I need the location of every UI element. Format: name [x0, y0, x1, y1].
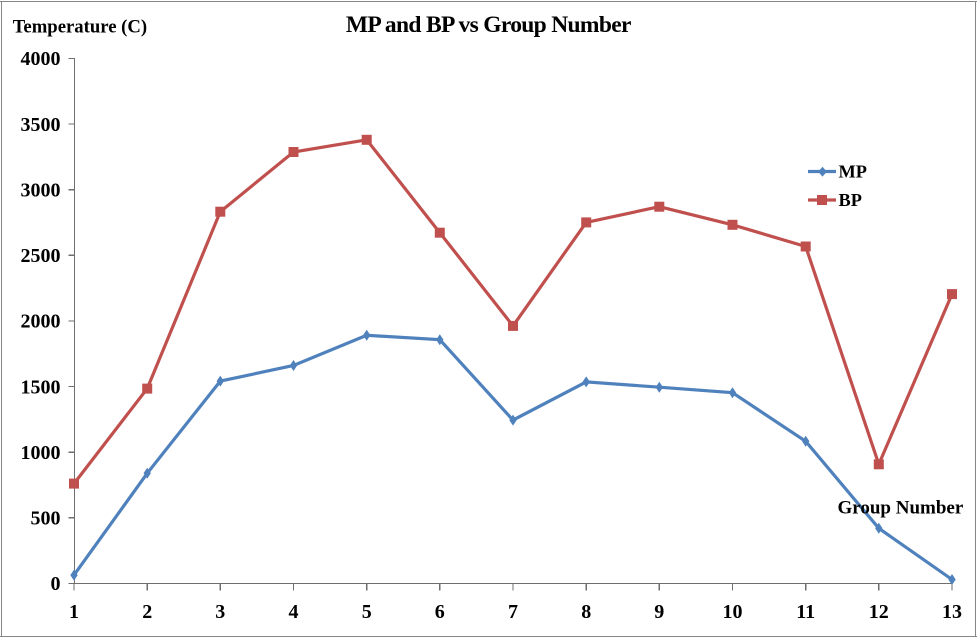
- svg-text:500: 500: [31, 508, 61, 530]
- svg-text:2500: 2500: [21, 245, 61, 267]
- svg-text:3500: 3500: [21, 114, 61, 136]
- svg-text:MP and BP vs Group Number: MP and BP vs Group Number: [346, 12, 631, 38]
- svg-text:1000: 1000: [21, 442, 61, 464]
- svg-text:4: 4: [289, 601, 299, 623]
- svg-text:10: 10: [723, 601, 743, 623]
- svg-text:12: 12: [869, 601, 889, 623]
- svg-text:MP: MP: [839, 161, 867, 181]
- svg-text:9: 9: [654, 601, 664, 623]
- svg-text:11: 11: [796, 601, 815, 623]
- svg-text:BP: BP: [839, 190, 862, 210]
- svg-text:13: 13: [942, 601, 962, 623]
- svg-text:6: 6: [435, 601, 445, 623]
- svg-text:2: 2: [142, 601, 152, 623]
- svg-text:3000: 3000: [21, 180, 61, 202]
- svg-text:8: 8: [581, 601, 591, 623]
- svg-text:3: 3: [215, 601, 225, 623]
- svg-text:Temperature (C): Temperature (C): [13, 16, 147, 37]
- svg-text:2000: 2000: [21, 311, 61, 333]
- svg-text:Group Number: Group Number: [838, 498, 964, 519]
- svg-text:0: 0: [51, 573, 61, 595]
- svg-text:1: 1: [69, 601, 79, 623]
- svg-text:4000: 4000: [21, 48, 61, 70]
- svg-text:1500: 1500: [21, 376, 61, 398]
- svg-text:7: 7: [508, 601, 518, 623]
- svg-text:5: 5: [362, 601, 372, 623]
